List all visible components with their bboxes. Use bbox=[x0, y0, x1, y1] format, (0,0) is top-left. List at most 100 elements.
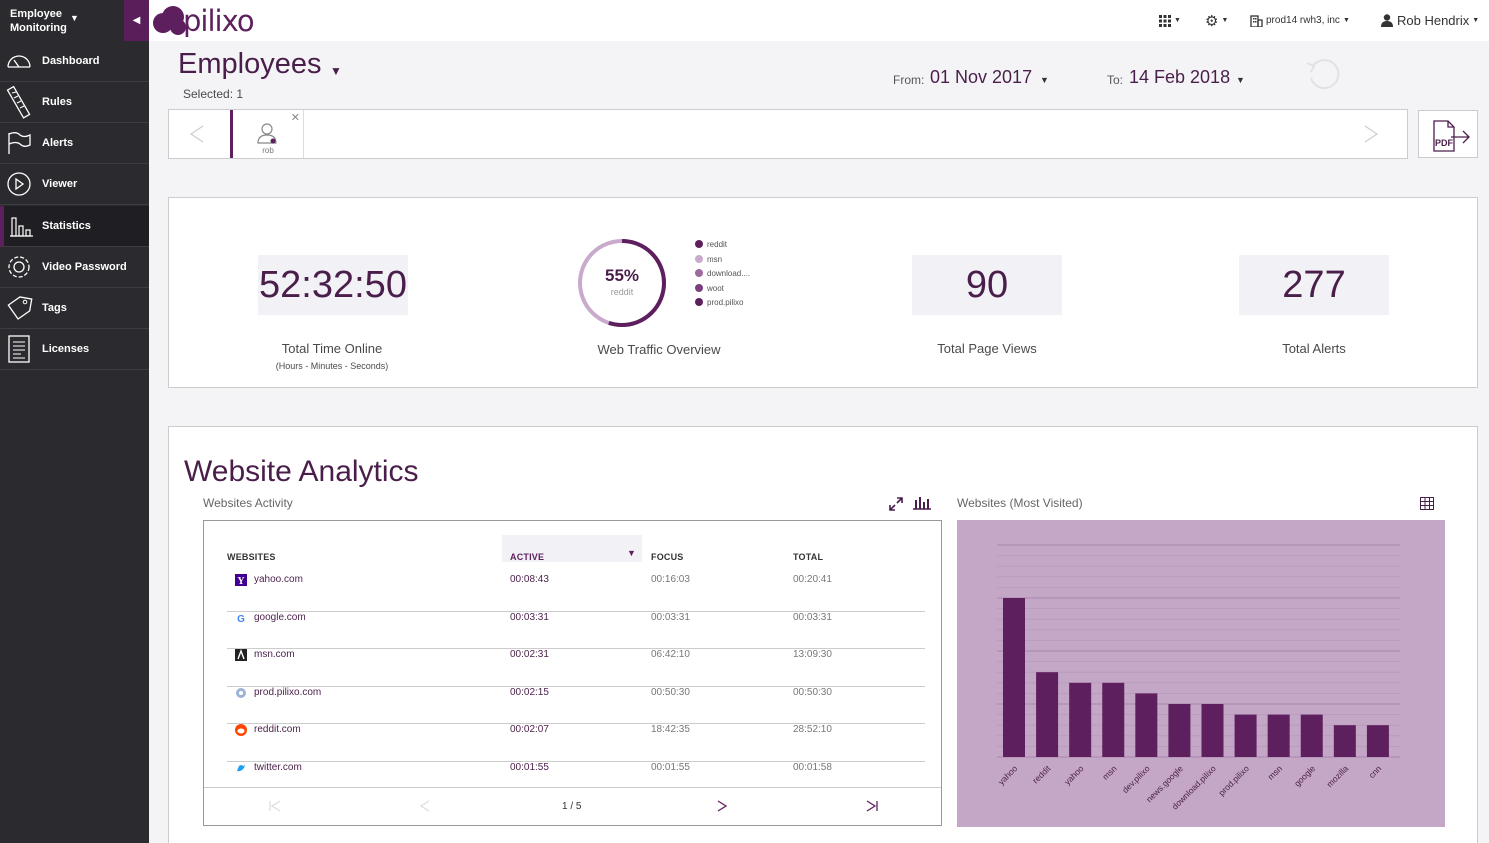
reddit-icon bbox=[235, 724, 247, 736]
x-tick-label: google bbox=[1292, 763, 1317, 788]
bar-chart-icon[interactable] bbox=[913, 496, 931, 510]
company-name: prod14 rwh3, inc bbox=[1266, 15, 1340, 26]
last-page-icon[interactable] bbox=[865, 799, 879, 813]
focus-time: 00:03:31 bbox=[651, 611, 690, 623]
sidebar-item-dashboard[interactable]: Dashboard bbox=[0, 41, 149, 82]
bar-download.pilixo[interactable] bbox=[1201, 704, 1224, 757]
x-tick-label: msn bbox=[1266, 763, 1285, 782]
page-title[interactable]: Employees bbox=[178, 48, 322, 80]
total-time: 00:01:58 bbox=[793, 761, 832, 773]
arrow-left-icon[interactable] bbox=[189, 124, 205, 144]
sidebar-item-statistics[interactable]: Statistics bbox=[0, 206, 149, 247]
legend-item[interactable]: woot bbox=[695, 282, 750, 297]
web-traffic-donut[interactable]: 55% reddit bbox=[576, 237, 668, 329]
bar-msn[interactable] bbox=[1102, 682, 1125, 757]
expand-icon[interactable] bbox=[889, 497, 903, 511]
user-icon bbox=[257, 123, 277, 144]
google-icon: G bbox=[237, 614, 245, 624]
sort-desc-icon[interactable]: ▼ bbox=[627, 548, 636, 558]
sidebar-item-tags[interactable]: Tags bbox=[0, 288, 149, 329]
building-icon bbox=[1250, 15, 1263, 27]
svg-text:G: G bbox=[237, 614, 245, 624]
apps-menu[interactable]: ▼ bbox=[1159, 0, 1181, 41]
logo[interactable]: pilixo bbox=[151, 2, 255, 39]
from-label: From: bbox=[893, 73, 925, 87]
column-header-total[interactable]: TOTAL bbox=[793, 552, 824, 562]
to-label: To: bbox=[1107, 73, 1124, 87]
column-header-active[interactable]: ACTIVE bbox=[510, 552, 545, 562]
logo-text: pilixo bbox=[183, 3, 255, 38]
caret-down-icon[interactable]: ▼ bbox=[1040, 75, 1049, 85]
bar-msn[interactable] bbox=[1267, 714, 1290, 757]
table-row[interactable]: prod.pilixo.com 00:02:15 00:50:30 00:50:… bbox=[227, 686, 925, 724]
caret-down-icon: ▼ bbox=[1221, 17, 1229, 24]
page-views-label: Total Page Views bbox=[937, 341, 1037, 356]
bar-news.google[interactable] bbox=[1168, 704, 1191, 757]
collapse-sidebar-button[interactable]: ◀ bbox=[124, 0, 149, 41]
legend-item[interactable]: download.... bbox=[695, 267, 750, 282]
caret-down-icon[interactable]: ▼ bbox=[1236, 75, 1245, 85]
sidebar-item-alerts[interactable]: Alerts bbox=[0, 123, 149, 164]
caret-down-icon: ▼ bbox=[1342, 17, 1350, 24]
legend-item[interactable]: msn bbox=[695, 253, 750, 268]
sidebar: Employee Monitoring ▼ ◀ Dashboard Rules … bbox=[0, 0, 149, 843]
to-date-picker[interactable]: 14 Feb 2018 bbox=[1129, 67, 1231, 87]
caret-down-icon[interactable]: ▼ bbox=[330, 64, 342, 78]
donut-arc-reddit bbox=[578, 239, 666, 327]
page-views-value: 90 bbox=[912, 255, 1062, 315]
site-name: prod.pilixo.com bbox=[254, 686, 322, 698]
bar-google[interactable] bbox=[1300, 714, 1323, 757]
user-icon bbox=[1381, 14, 1393, 27]
table-view-icon[interactable] bbox=[1420, 497, 1434, 510]
table-row[interactable]: msn.com 00:02:31 06:42:10 13:09:30 bbox=[227, 649, 925, 687]
table-row[interactable]: twitter.com 00:01:55 00:01:55 00:01:58 bbox=[227, 762, 925, 800]
bar-dev.pilixo[interactable] bbox=[1135, 693, 1158, 757]
next-page-icon[interactable] bbox=[715, 799, 729, 813]
bar-prod.pilixo[interactable] bbox=[1234, 714, 1257, 757]
sidebar-item-rules[interactable]: Rules bbox=[0, 82, 149, 123]
msn-icon bbox=[235, 649, 247, 661]
site-name: twitter.com bbox=[254, 761, 302, 773]
active-time: 00:03:31 bbox=[510, 611, 549, 623]
column-header-websites[interactable]: WEBSITES bbox=[227, 552, 276, 562]
legend-item[interactable]: reddit bbox=[695, 238, 750, 253]
user-card[interactable]: rob ✕ bbox=[230, 110, 304, 158]
first-page-icon[interactable] bbox=[268, 799, 282, 813]
user-menu[interactable]: Rob Hendrix ▼ bbox=[1381, 0, 1479, 41]
legend-item[interactable]: prod.pilixo bbox=[695, 296, 750, 311]
bar-mozilla[interactable] bbox=[1333, 725, 1356, 757]
x-tick-label: mozilla bbox=[1324, 763, 1350, 789]
brand-menu[interactable]: Employee Monitoring ▼ bbox=[0, 0, 149, 41]
caret-down-icon: ▼ bbox=[70, 13, 79, 23]
arrow-right-icon[interactable] bbox=[1363, 124, 1379, 144]
refresh-icon[interactable] bbox=[1304, 56, 1344, 92]
sidebar-item-licenses[interactable]: Licenses bbox=[0, 329, 149, 370]
settings-menu[interactable]: ⚙ ▼ bbox=[1205, 0, 1228, 41]
sidebar-item-label: Video Password bbox=[42, 261, 127, 273]
column-header-focus[interactable]: FOCUS bbox=[651, 552, 684, 562]
donut-legend: reddit msn download.... woot prod.pilixo bbox=[695, 238, 750, 311]
bar-yahoo[interactable] bbox=[1069, 682, 1092, 757]
x-tick-label: reddit bbox=[1030, 763, 1053, 786]
bar-yahoo[interactable] bbox=[1003, 598, 1025, 757]
bar-reddit[interactable] bbox=[1036, 672, 1059, 757]
close-icon[interactable]: ✕ bbox=[290, 112, 300, 124]
total-time: 00:20:41 bbox=[793, 574, 832, 585]
total-time: 00:50:30 bbox=[793, 686, 832, 698]
table-row[interactable]: reddit.com 00:02:07 18:42:35 28:52:10 bbox=[227, 724, 925, 762]
total-time: 00:03:31 bbox=[793, 611, 832, 623]
sidebar-item-video-password[interactable]: Video Password bbox=[0, 247, 149, 288]
prev-page-icon[interactable] bbox=[418, 799, 432, 813]
bar-cnn[interactable] bbox=[1366, 725, 1389, 757]
table-row[interactable]: G google.com 00:03:31 00:03:31 00:03:31 bbox=[227, 611, 925, 649]
sidebar-item-viewer[interactable]: Viewer bbox=[0, 164, 149, 205]
bar-chart-icon bbox=[4, 214, 38, 238]
total-time: 28:52:10 bbox=[793, 724, 832, 735]
table-row[interactable]: Y yahoo.com 00:08:43 00:16:03 00:20:41 bbox=[227, 574, 925, 612]
donut-site: reddit bbox=[611, 287, 634, 297]
site-name: msn.com bbox=[254, 649, 295, 660]
from-date-picker[interactable]: 01 Nov 2017 bbox=[930, 67, 1033, 87]
company-menu[interactable]: prod14 rwh3, inc ▼ bbox=[1250, 0, 1350, 41]
active-time: 00:02:15 bbox=[510, 686, 549, 698]
export-pdf-button[interactable]: PDF bbox=[1418, 110, 1478, 158]
